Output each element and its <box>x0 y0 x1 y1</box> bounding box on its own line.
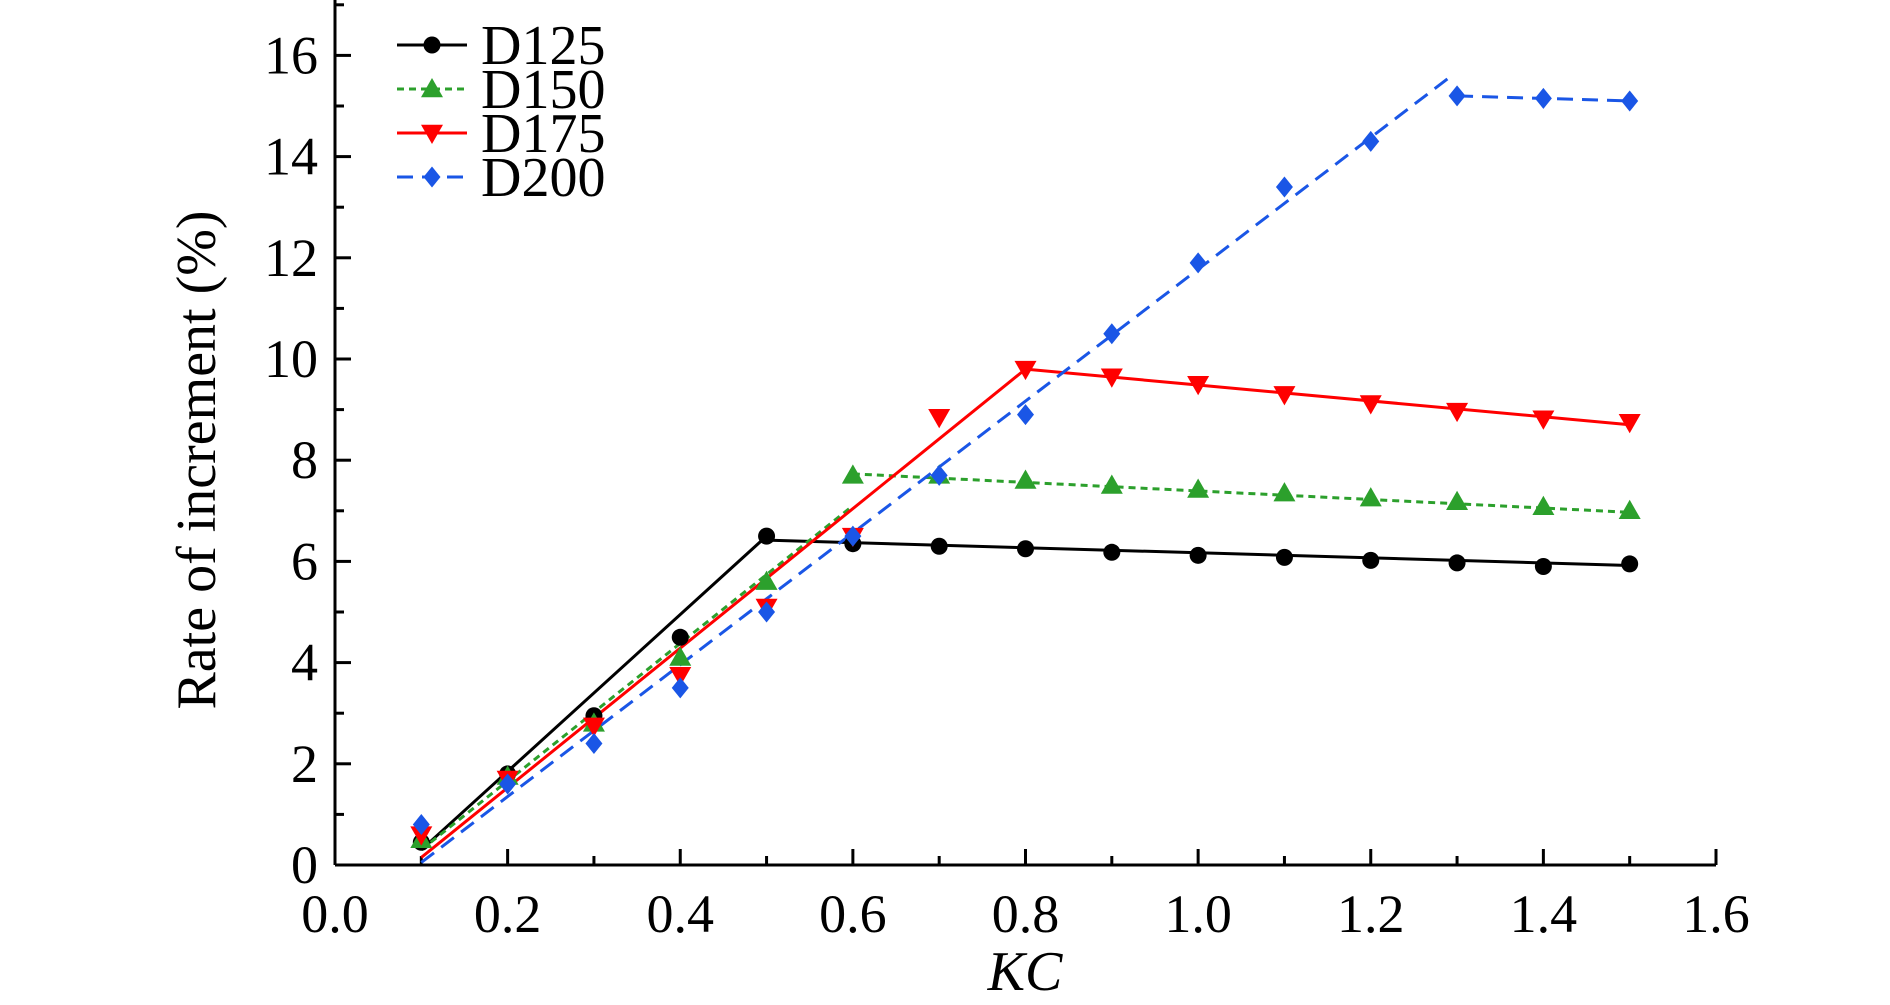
legend-d125-marker <box>423 36 441 54</box>
legend-d200-marker <box>423 166 441 188</box>
y-tick-label: 6 <box>291 531 318 591</box>
x-tick-label: 0.6 <box>819 884 887 944</box>
d150-point <box>1100 474 1123 494</box>
d125-point <box>1103 543 1121 561</box>
x-tick-label: 0.4 <box>647 884 715 944</box>
d200-point <box>1017 404 1034 426</box>
legend-d200-label: D200 <box>481 147 605 209</box>
legend-d150-label: D150 <box>481 59 605 121</box>
legend-d150-marker <box>421 78 443 98</box>
y-tick-label: 10 <box>264 329 318 389</box>
d200-point <box>499 773 517 795</box>
x-tick-label: 1.2 <box>1337 884 1405 944</box>
d125-point <box>1275 548 1293 566</box>
d175-point <box>1187 376 1210 396</box>
d175-point <box>582 717 605 737</box>
d125-point <box>1534 557 1552 575</box>
d150-point <box>1359 487 1382 507</box>
d200-point <box>1534 87 1552 109</box>
y-tick-label: 14 <box>264 127 318 187</box>
d200-point <box>758 601 776 623</box>
d125-point <box>1448 554 1466 572</box>
legend-d175-label: D175 <box>481 103 605 165</box>
d150-point <box>1014 469 1037 489</box>
y-tick-label: 12 <box>264 228 318 288</box>
d150-point <box>1273 482 1296 502</box>
d125-point <box>1621 555 1639 573</box>
d150-point <box>1532 495 1555 516</box>
d175-point <box>1014 360 1037 381</box>
d125-point <box>1017 540 1034 558</box>
d200-point <box>585 733 603 755</box>
axis-ticks: 0.0 0.2 0.4 0.6 0.8 1.0 1.2 1.4 1.6 0 2 4 6 8 10 12 14 16 <box>264 3 1750 944</box>
y-tick-label: 0 <box>291 835 318 895</box>
d175-point <box>1100 368 1123 388</box>
d175-point <box>1618 414 1641 434</box>
d200-point <box>1103 323 1121 345</box>
d150-point <box>755 570 778 590</box>
d200-point <box>1362 130 1380 152</box>
d175-point <box>410 826 433 846</box>
d200-point <box>1621 90 1639 112</box>
d175-point <box>1532 410 1555 430</box>
d200-point <box>844 525 862 547</box>
d125-point <box>1362 551 1380 569</box>
y-tick-label: 2 <box>291 734 318 794</box>
data-markers <box>410 85 1641 851</box>
x-axis-title: KC <box>987 941 1063 1003</box>
d125-point <box>1189 546 1207 564</box>
d200-point <box>412 814 430 836</box>
d125-point <box>930 537 948 555</box>
d175-point <box>1446 402 1469 423</box>
y-tick-label: 16 <box>264 25 318 85</box>
plot-area: 0.0 0.2 0.4 0.6 0.8 1.0 1.2 1.4 1.6 0 2 4 6 8 10 12 14 16 <box>264 0 1750 944</box>
y-tick-label: 8 <box>291 430 318 490</box>
d125-point <box>671 628 689 646</box>
d125-fit-line <box>420 534 768 851</box>
x-tick-label: 1.6 <box>1682 884 1750 944</box>
x-tick-label: 0.0 <box>301 884 369 944</box>
d175-point <box>1273 386 1296 406</box>
d150-fit-line <box>420 504 854 851</box>
y-tick-label: 4 <box>291 633 318 693</box>
x-tick-label: 0.8 <box>992 884 1060 944</box>
x-tick-label: 1.0 <box>1164 884 1232 944</box>
d200-point <box>1189 252 1207 274</box>
legend-d125-label: D125 <box>481 15 605 77</box>
d150-fit-line <box>852 472 1630 514</box>
d125-point <box>758 527 776 545</box>
d150-point <box>1446 490 1469 510</box>
d175-point <box>928 408 951 429</box>
d200-point <box>671 677 689 699</box>
d175-point <box>669 667 692 687</box>
x-tick-label: 1.4 <box>1510 884 1578 944</box>
y-axis-title: Rate of increment (%) <box>166 210 228 709</box>
x-tick-label: 0.2 <box>474 884 542 944</box>
d150-point <box>1187 478 1210 498</box>
d175-fit-line <box>420 367 1027 859</box>
d150-point <box>1618 499 1641 520</box>
d175-point <box>1359 395 1382 415</box>
d175-fit-line <box>1025 367 1630 427</box>
d200-point <box>1275 176 1293 198</box>
d200-point <box>930 464 948 486</box>
d200-point <box>1448 85 1466 107</box>
legend-d175-marker <box>421 124 443 144</box>
d150-point <box>841 464 864 484</box>
d150-point <box>669 646 692 666</box>
